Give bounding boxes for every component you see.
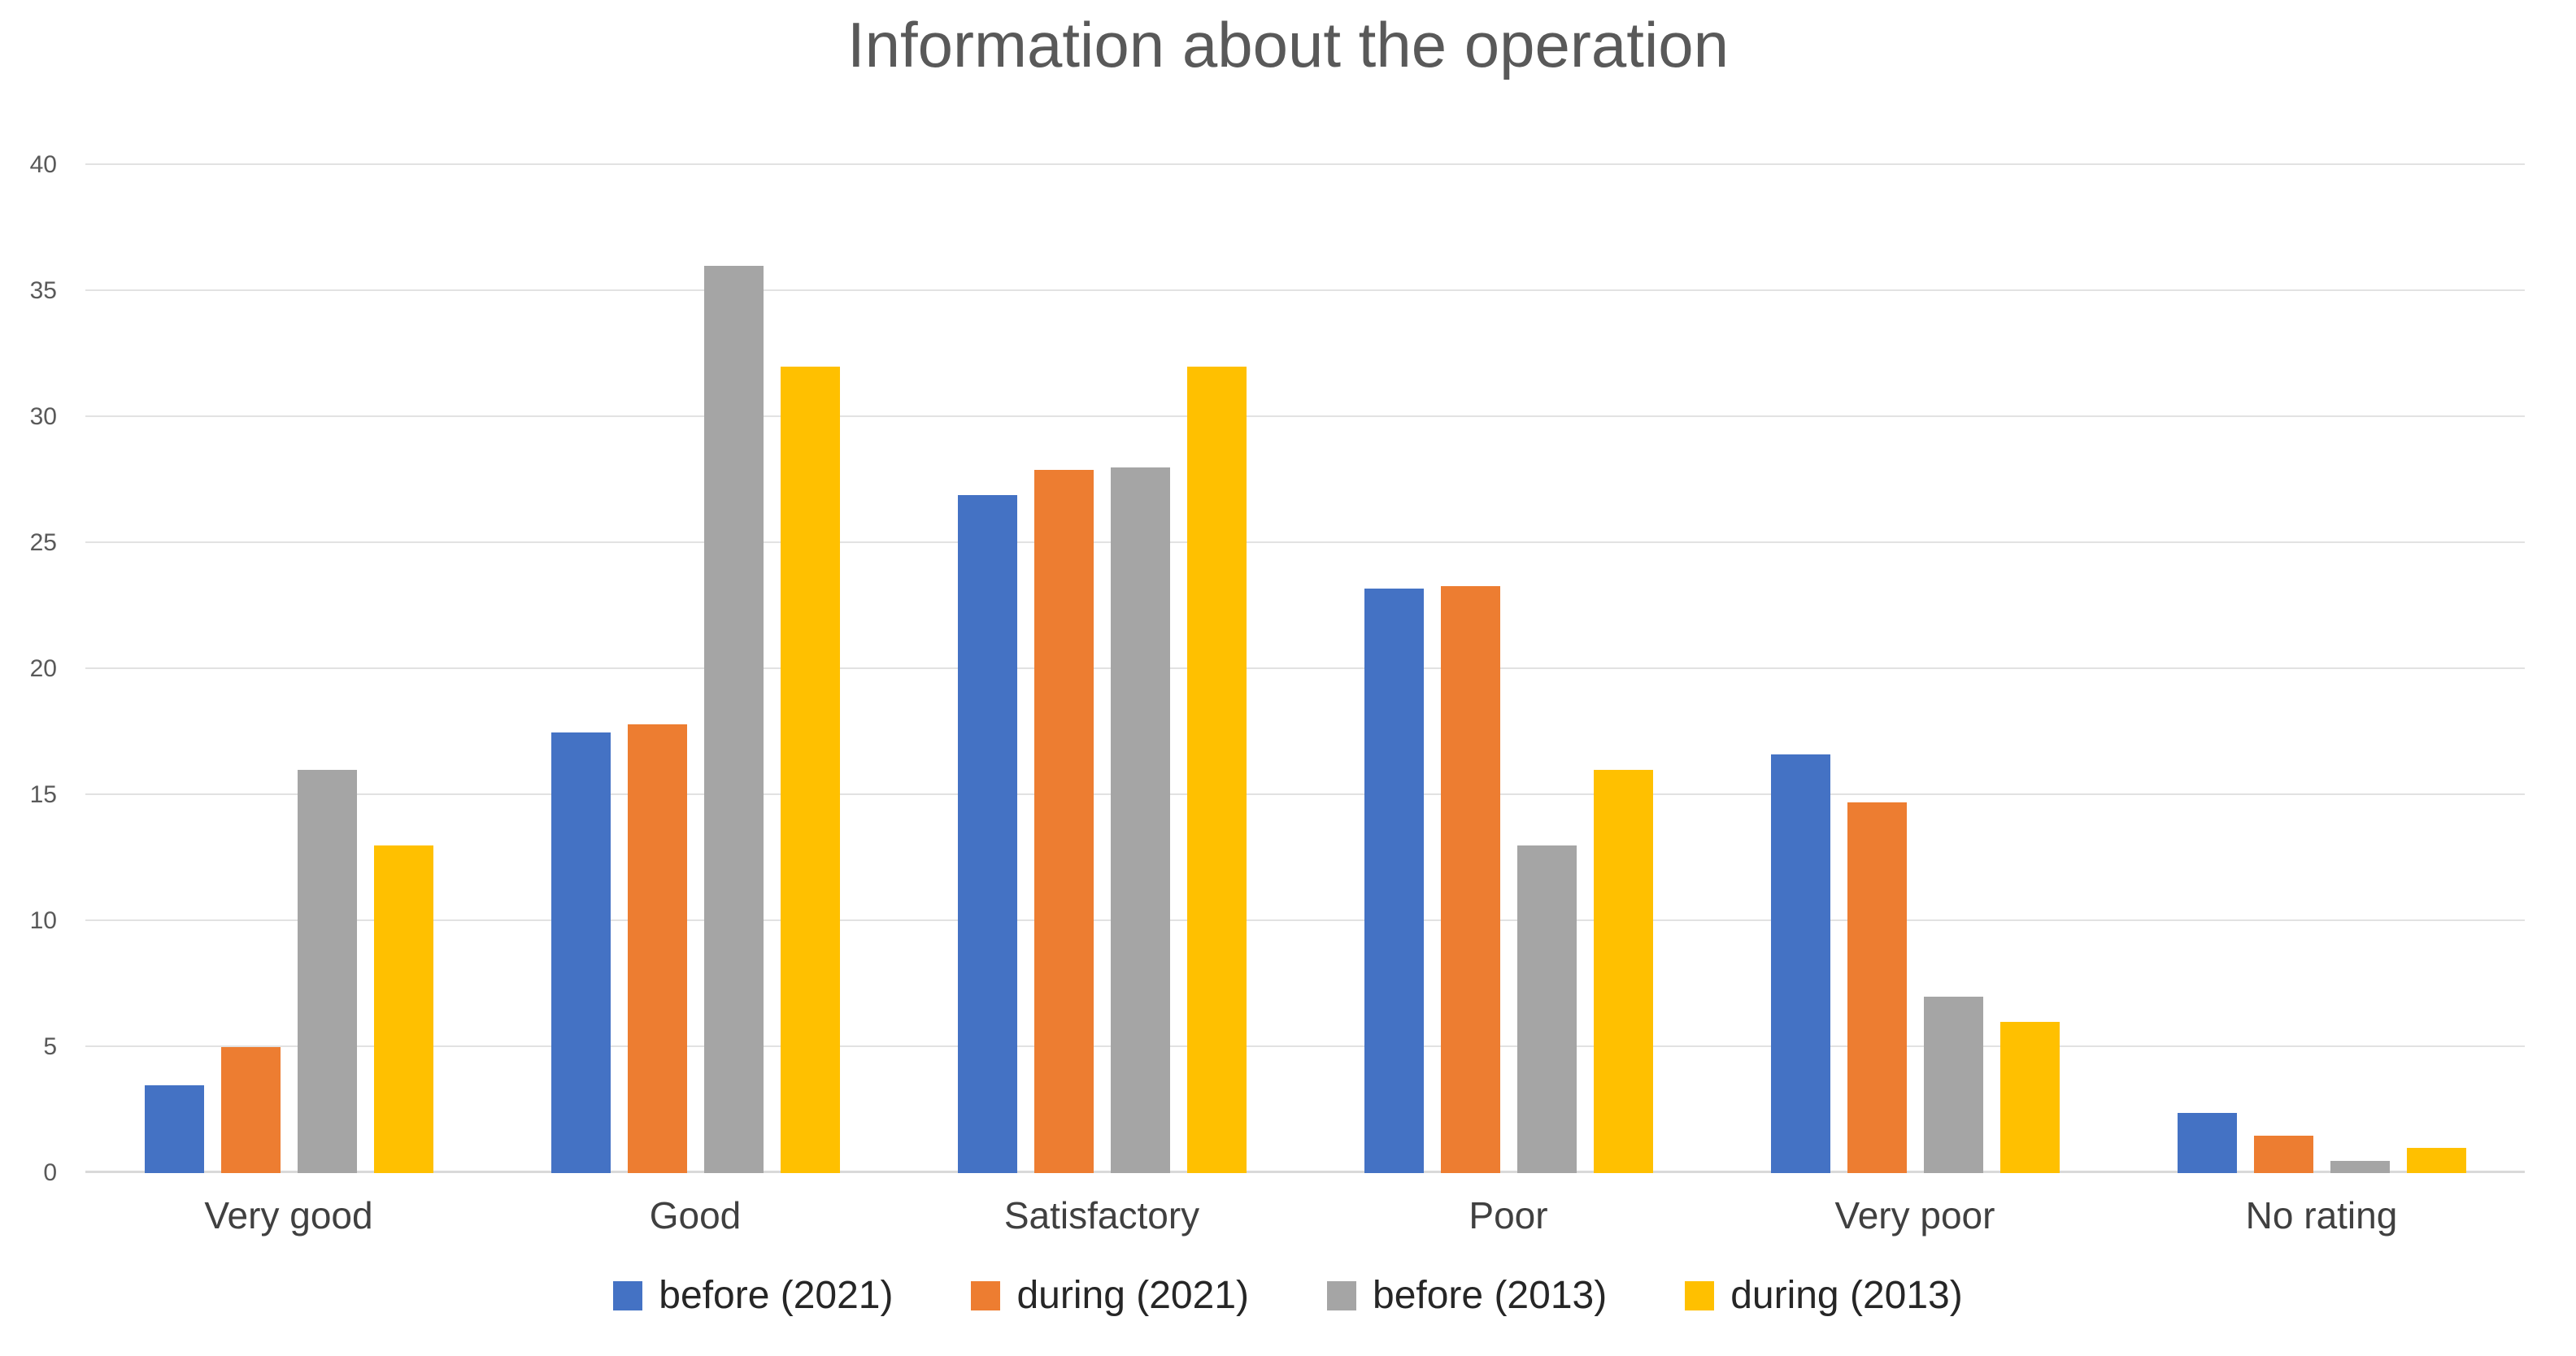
legend-label: during (2021)	[1016, 1274, 1249, 1317]
x-axis-labels: Very good Good Satisfactory Poor Very poor No…	[85, 1193, 2525, 1237]
bar	[1999, 1022, 2060, 1173]
y-tick-label: 5	[43, 1033, 57, 1060]
bar	[1923, 997, 1983, 1173]
bar	[703, 266, 764, 1173]
bar-group	[899, 165, 1305, 1173]
gridline	[85, 415, 2525, 417]
legend-label: before (2013)	[1373, 1274, 1608, 1317]
bar	[1440, 585, 1500, 1173]
chart-title: Information about the operation	[846, 9, 1730, 80]
bar	[1847, 802, 1907, 1173]
bar	[1593, 770, 1653, 1173]
bar	[550, 732, 611, 1173]
plot-area: 0 5 10 15 20 25 30 35 40	[30, 151, 2525, 1186]
bar	[2253, 1135, 2313, 1173]
bar	[220, 1047, 281, 1173]
legend: before (2021) during (2021) before (2013) d…	[0, 1273, 2576, 1318]
bar	[1186, 367, 1247, 1173]
y-tick-label: 40	[29, 151, 57, 178]
gridline	[85, 667, 2525, 669]
bar	[1110, 467, 1170, 1173]
legend-item: before (2013)	[1327, 1273, 1607, 1318]
bar-group	[85, 165, 492, 1173]
x-category-label: Poor	[1469, 1194, 1548, 1236]
bar	[1364, 588, 1424, 1173]
legend-label: during (2013)	[1730, 1274, 1963, 1317]
bar-group	[1305, 165, 1712, 1173]
bar-group	[492, 165, 899, 1173]
y-tick-label: 10	[29, 907, 57, 934]
gridline	[85, 541, 2525, 543]
bar	[2330, 1160, 2390, 1173]
legend-swatch	[1327, 1280, 1356, 1310]
legend-item: during (2021)	[971, 1273, 1249, 1318]
bar	[780, 367, 840, 1173]
x-category-label: Good	[649, 1194, 742, 1236]
x-category-label: Very poor	[1834, 1194, 1995, 1236]
y-tick-label: 20	[29, 655, 57, 682]
x-category-label: No rating	[2245, 1194, 2398, 1236]
gridline	[85, 919, 2525, 921]
x-category-label: Satisfactory	[1003, 1194, 1200, 1236]
bar	[2177, 1112, 2237, 1173]
legend-item: before (2021)	[613, 1273, 893, 1318]
bar	[1033, 470, 1094, 1173]
legend-swatch	[1685, 1280, 1715, 1310]
x-category-label: Very good	[204, 1194, 373, 1236]
y-tick-label: 30	[29, 403, 57, 430]
bar-groups-container	[85, 165, 2525, 1173]
bar	[2406, 1148, 2466, 1173]
legend-label: before (2021)	[659, 1274, 894, 1317]
bar	[957, 495, 1017, 1173]
gridline	[85, 289, 2525, 291]
bar	[373, 845, 433, 1173]
bar	[1516, 845, 1577, 1173]
legend-swatch	[971, 1280, 1001, 1310]
y-tick-label: 15	[29, 781, 57, 808]
gridline	[85, 163, 2525, 165]
bar-group	[2118, 165, 2525, 1173]
legend-item: during (2013)	[1685, 1273, 1963, 1318]
bar	[627, 724, 687, 1173]
legend-swatch	[613, 1280, 643, 1310]
gridline	[85, 1171, 2525, 1173]
gridline	[85, 793, 2525, 795]
bar	[1770, 754, 1830, 1173]
y-tick-label: 25	[29, 529, 57, 556]
y-tick-label: 0	[43, 1159, 57, 1186]
bar	[144, 1084, 204, 1173]
gridline	[85, 1045, 2525, 1047]
y-tick-label: 35	[29, 277, 57, 304]
bar	[297, 770, 357, 1173]
bar-group	[1712, 165, 2118, 1173]
